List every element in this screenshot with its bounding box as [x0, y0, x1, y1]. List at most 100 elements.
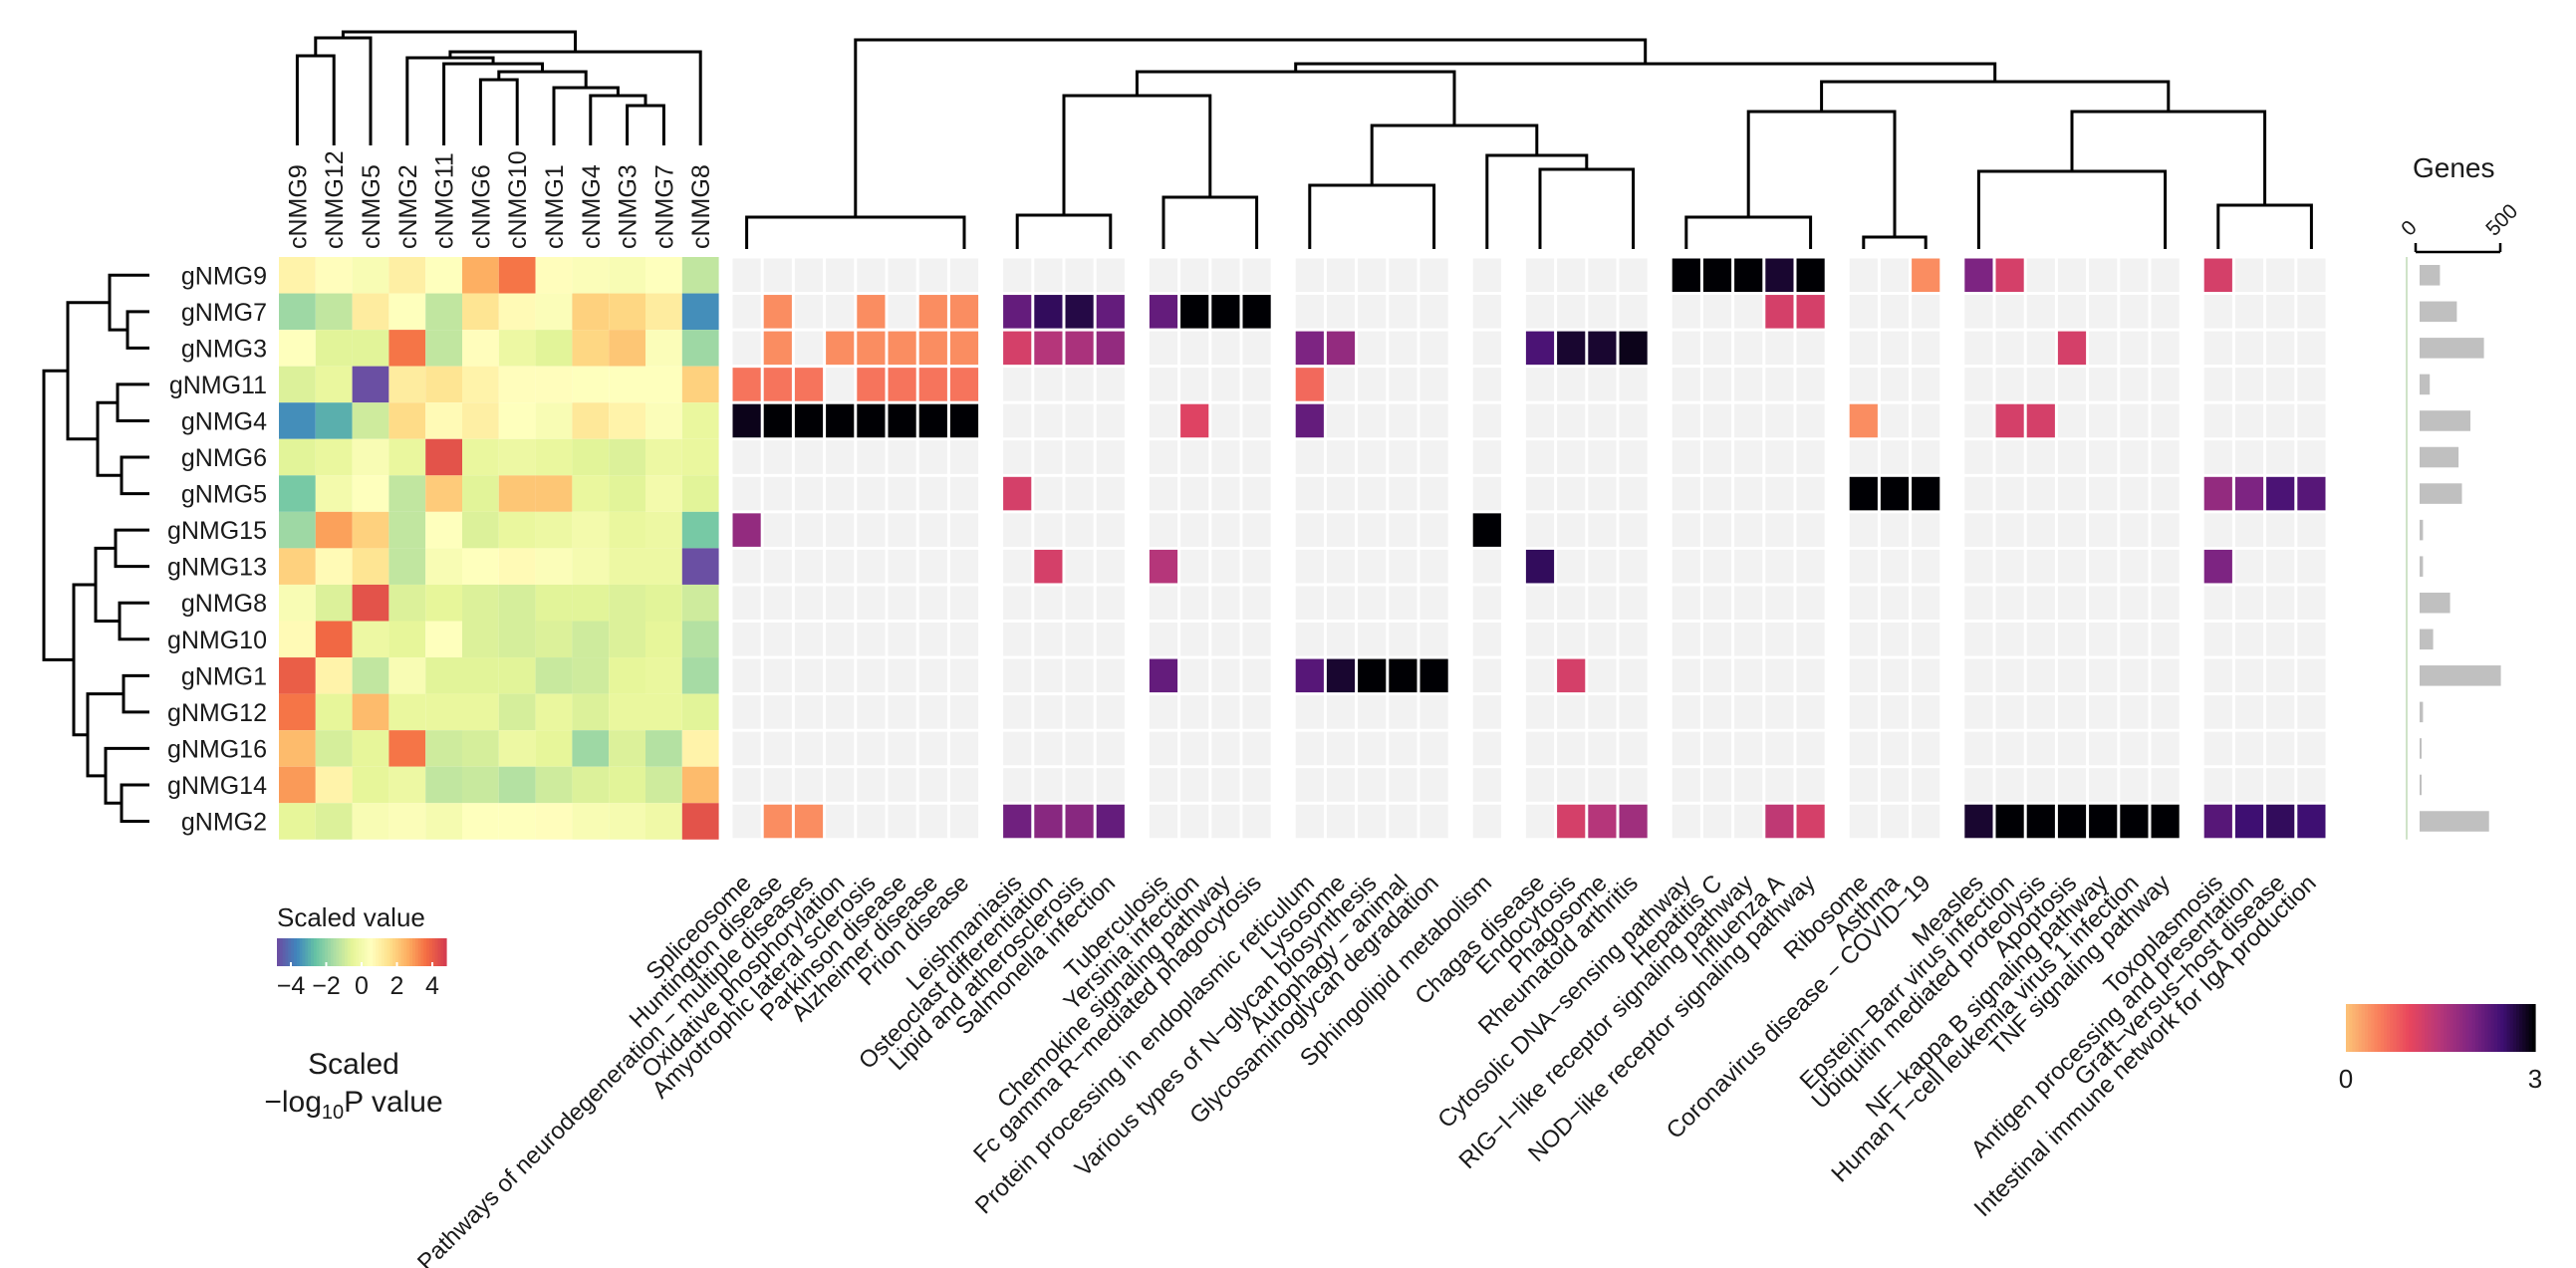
left-heat-cell	[315, 366, 353, 403]
left-heat-cell	[609, 257, 645, 294]
right-heat-cell	[1912, 513, 1940, 547]
magma-colorbar-segment	[2441, 1004, 2445, 1052]
left-heat-cell	[645, 657, 682, 694]
divergent-colorbar-segment	[434, 938, 439, 966]
right-heat-cell	[2120, 549, 2149, 584]
right-heat-cell	[1180, 804, 1209, 839]
right-heat-cell	[1765, 658, 1794, 693]
right-heat-cell	[2057, 368, 2087, 401]
right-heat-cell	[1702, 513, 1732, 547]
right-heat-cell	[2120, 623, 2149, 656]
right-heat-cell	[918, 295, 947, 329]
right-heat-cell	[1880, 258, 1910, 293]
dendrogram-branch	[120, 783, 149, 824]
right-heat-cell	[1765, 368, 1794, 401]
right-heat-cell	[1295, 403, 1324, 438]
right-heat-cell	[1849, 513, 1878, 547]
dendrogram-branch	[114, 528, 149, 569]
right-heat-cell	[1672, 440, 1700, 474]
right-heat-cell	[1211, 258, 1240, 293]
right-heat-cell	[1765, 623, 1794, 656]
left-column-dendrogram	[295, 30, 702, 145]
magma-colorbar-segment	[2365, 1004, 2369, 1052]
right-heat-cell	[2151, 295, 2180, 329]
left-heat-cell	[462, 730, 499, 767]
left-heat-cell	[388, 548, 426, 585]
left-heat-cell	[388, 330, 426, 367]
right-heat-cell	[763, 549, 792, 584]
right-heat-cell	[1557, 549, 1586, 584]
right-heat-cell	[1065, 804, 1094, 839]
right-heat-cell	[1295, 586, 1324, 620]
right-heat-cell	[1389, 295, 1417, 329]
left-heat-cell	[315, 657, 353, 694]
right-heat-cell	[1734, 513, 1763, 547]
left-heat-cell	[609, 366, 645, 403]
right-heat-cell	[826, 513, 855, 547]
right-heat-cell	[1295, 768, 1324, 802]
divergent-colorbar-segment	[288, 938, 292, 966]
magma-colorbar-segment	[2406, 1004, 2410, 1052]
right-heat-cell	[1619, 476, 1648, 511]
right-heat-cell	[1211, 586, 1240, 620]
left-heat-cell	[279, 548, 316, 585]
right-heat-cell	[1672, 731, 1700, 766]
magma-colorbar-segment	[2390, 1004, 2395, 1052]
left-heat-cell	[425, 657, 462, 694]
right-heat-cell	[732, 623, 761, 656]
right-heat-cell	[2234, 258, 2264, 293]
right-heat-cell	[1995, 658, 2024, 693]
right-heat-cell	[1588, 440, 1617, 474]
right-heat-cell	[2120, 476, 2149, 511]
right-heat-cell	[1295, 368, 1324, 401]
left-heat-cell	[535, 803, 573, 840]
dendrogram-branch	[66, 301, 110, 441]
magma-colorbar-segment	[2481, 1004, 2485, 1052]
right-heat-cell	[1796, 258, 1825, 293]
right-heat-cell	[1295, 331, 1324, 366]
right-heat-cell	[888, 403, 916, 438]
right-heat-cell	[1765, 258, 1794, 293]
right-heat-cell	[1034, 403, 1063, 438]
left-heat-cell	[388, 366, 426, 403]
divergent-colorbar-segment	[342, 938, 346, 966]
left-column-label: cNMG8	[687, 164, 715, 249]
right-heat-cell	[1003, 513, 1032, 547]
left-column-label: cNMG5	[358, 164, 386, 249]
left-heat-cell	[572, 730, 610, 767]
left-heat-cell	[279, 293, 316, 331]
left-column-label: cNMG1	[541, 164, 569, 249]
right-heat-cell	[1389, 658, 1417, 693]
right-heat-cell	[1065, 368, 1094, 401]
right-heat-cell	[857, 258, 886, 293]
right-heat-cell	[2266, 731, 2295, 766]
right-heat-cell	[1912, 731, 1940, 766]
right-heat-cell	[1003, 295, 1032, 329]
left-heat-cell	[645, 803, 682, 840]
left-heat-cell	[498, 803, 536, 840]
left-heat-cell	[498, 366, 536, 403]
dendrogram-branch	[854, 38, 1648, 217]
genes-bar	[2420, 374, 2431, 395]
left-heat-cell	[462, 657, 499, 694]
right-heat-cell	[1849, 804, 1878, 839]
right-heat-cell	[1326, 658, 1356, 693]
right-heat-cell	[857, 658, 886, 693]
left-heat-cell	[352, 693, 389, 731]
right-heat-cell	[2266, 658, 2295, 693]
right-heat-cell	[1180, 295, 1209, 329]
dendrogram-branch	[108, 273, 149, 332]
right-heat-cell	[2234, 476, 2264, 511]
magma-colorbar-segment	[2380, 1004, 2385, 1052]
right-heat-cell	[1525, 768, 1555, 802]
right-heat-cell	[1557, 658, 1586, 693]
divergent-colorbar-tick-label: 0	[355, 972, 369, 1000]
right-heat-cell	[2151, 403, 2180, 438]
right-heat-cell	[1964, 331, 1993, 366]
genes-title: Genes	[2413, 152, 2495, 183]
right-heat-cell	[763, 804, 792, 839]
right-heat-cell	[1849, 403, 1878, 438]
right-heat-cell	[1358, 731, 1387, 766]
divergent-colorbar-segment	[443, 938, 447, 966]
right-heat-cell	[949, 331, 979, 366]
